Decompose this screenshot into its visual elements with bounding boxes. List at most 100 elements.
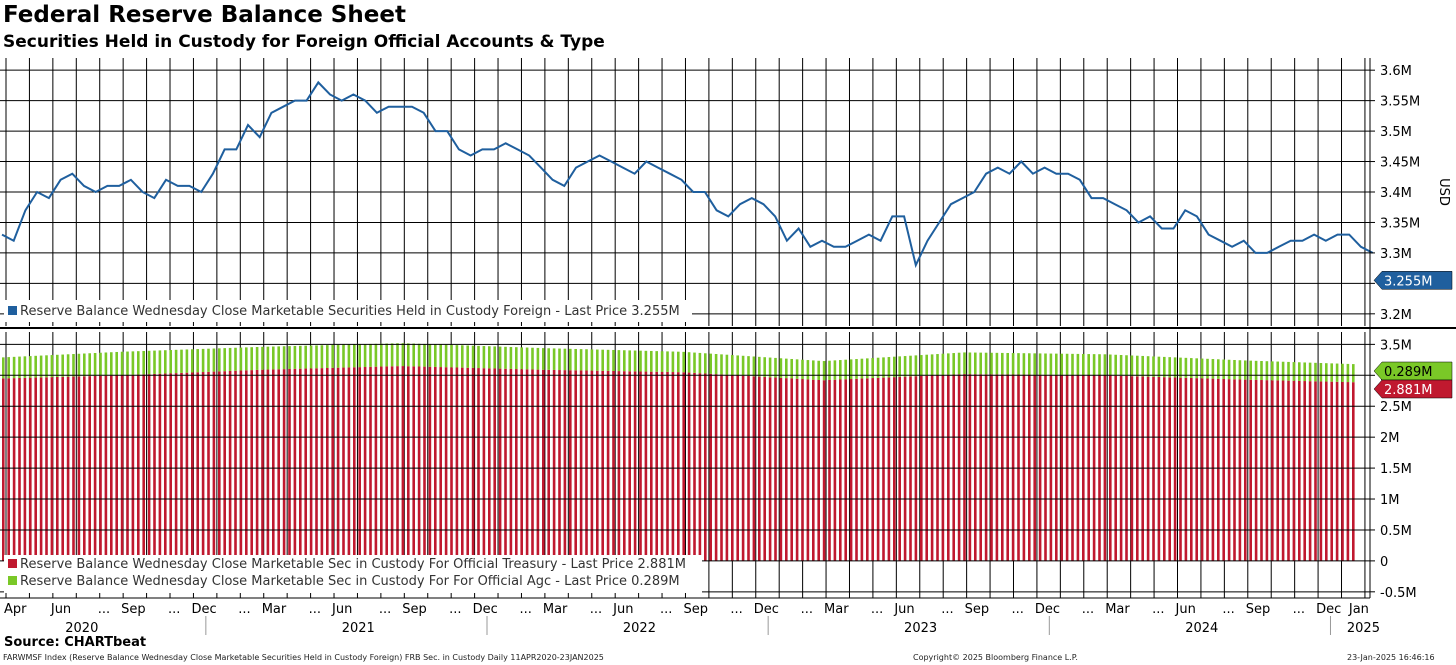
bar-treasury bbox=[1298, 380, 1301, 561]
bar-agency bbox=[1211, 359, 1215, 379]
bar-agency bbox=[1335, 363, 1339, 382]
x-tick-label-month: ... bbox=[449, 602, 461, 617]
bar-treasury bbox=[56, 376, 59, 561]
bar-treasury bbox=[509, 368, 513, 561]
bar-agency bbox=[353, 344, 356, 368]
bar-treasury bbox=[282, 369, 286, 561]
bar-agency bbox=[1314, 362, 1317, 382]
x-tick-label-month: ... bbox=[871, 602, 883, 617]
bar-treasury bbox=[768, 377, 772, 561]
bar-agency bbox=[1190, 358, 1193, 378]
last-price-tag-foreign-shape bbox=[1373, 271, 1453, 290]
bar-treasury bbox=[347, 367, 351, 561]
bar-agency bbox=[763, 357, 766, 377]
bar-agency bbox=[806, 360, 810, 380]
footer-description: FARWMSF Index (Reserve Balance Wednesday… bbox=[3, 653, 604, 662]
bar-agency bbox=[833, 360, 837, 380]
bar-agency bbox=[191, 349, 194, 373]
bar-treasury bbox=[1238, 379, 1242, 561]
bar-treasury bbox=[1152, 376, 1155, 561]
bar-treasury bbox=[299, 368, 302, 561]
last-price-tag-agency-shape bbox=[1373, 361, 1453, 381]
x-tick-label-month: Jun bbox=[612, 602, 633, 617]
bar-agency bbox=[39, 355, 43, 378]
bar-agency bbox=[1146, 356, 1150, 377]
x-tick-label-month: Dec bbox=[191, 602, 216, 617]
bar-agency bbox=[315, 345, 318, 369]
bar-agency bbox=[417, 343, 421, 367]
bar-agency bbox=[606, 349, 610, 371]
bar-treasury bbox=[164, 373, 167, 561]
bar-agency bbox=[396, 343, 399, 367]
bar-treasury bbox=[407, 366, 410, 561]
bar-treasury bbox=[1244, 379, 1247, 561]
bar-agency bbox=[693, 352, 696, 373]
legend-label-treasury: Reserve Balance Wednesday Close Marketab… bbox=[20, 557, 686, 572]
bar-treasury bbox=[628, 371, 631, 561]
bar-agency bbox=[612, 349, 615, 371]
bar-treasury bbox=[304, 368, 307, 561]
bar-treasury bbox=[315, 368, 318, 561]
bar-agency bbox=[849, 359, 853, 380]
bar-treasury bbox=[434, 366, 437, 561]
bar-agency bbox=[930, 354, 934, 376]
legend-label-agency: Reserve Balance Wednesday Close Marketab… bbox=[20, 574, 680, 589]
bar-agency bbox=[1060, 353, 1063, 375]
bar-agency bbox=[153, 350, 156, 374]
bar-agency bbox=[326, 345, 329, 368]
bar-treasury bbox=[552, 369, 556, 561]
bar-agency bbox=[682, 351, 685, 373]
bar-agency bbox=[515, 347, 518, 370]
bar-treasury bbox=[677, 372, 680, 561]
bar-treasury bbox=[272, 369, 275, 561]
bar-treasury bbox=[477, 368, 480, 561]
x-tick-label-month: ... bbox=[1152, 602, 1164, 617]
bar-agency bbox=[1119, 354, 1123, 376]
bar-agency bbox=[131, 351, 135, 375]
bar-treasury bbox=[1330, 381, 1333, 561]
bar-agency bbox=[666, 351, 669, 372]
bar-agency bbox=[1065, 353, 1069, 375]
bar-agency bbox=[158, 350, 162, 374]
last-price-tag-foreign-text: 3.255M bbox=[1384, 274, 1432, 289]
bar-treasury bbox=[693, 372, 696, 561]
bar-treasury bbox=[1314, 381, 1317, 561]
bar-agency bbox=[547, 348, 550, 370]
bar-treasury bbox=[623, 371, 626, 561]
bar-treasury bbox=[1190, 377, 1193, 561]
bar-treasury bbox=[558, 370, 561, 561]
y-tick-label: 0 bbox=[1380, 555, 1388, 570]
bar-treasury bbox=[828, 379, 831, 561]
bar-treasury bbox=[201, 372, 205, 561]
chart-subtitle: Securities Held in Custody for Foreign O… bbox=[3, 32, 605, 52]
bar-treasury bbox=[909, 376, 912, 561]
bar-agency bbox=[126, 351, 129, 376]
bar-treasury bbox=[801, 379, 804, 561]
bar-agency bbox=[596, 349, 599, 371]
bar-treasury bbox=[1287, 380, 1290, 561]
bar-treasury bbox=[331, 367, 334, 561]
bar-treasury bbox=[72, 376, 75, 561]
bar-treasury bbox=[606, 370, 610, 561]
bar-treasury bbox=[569, 370, 572, 561]
bar-treasury bbox=[590, 370, 594, 561]
bar-treasury bbox=[812, 379, 815, 561]
x-tick-label-month: ... bbox=[168, 602, 180, 617]
bar-agency bbox=[363, 344, 367, 367]
x-tick-label-month: Dec bbox=[473, 602, 498, 617]
bar-treasury bbox=[153, 373, 156, 561]
bar-treasury bbox=[2, 378, 5, 561]
bar-agency bbox=[1325, 363, 1328, 382]
bar-agency bbox=[93, 353, 97, 376]
bar-treasury bbox=[245, 370, 248, 561]
bar-agency bbox=[639, 350, 642, 372]
bar-treasury bbox=[255, 369, 259, 561]
bar-treasury bbox=[1319, 381, 1323, 561]
bar-agency bbox=[925, 354, 928, 376]
bar-treasury bbox=[461, 367, 464, 561]
bar-treasury bbox=[709, 373, 712, 561]
bar-agency bbox=[223, 348, 226, 372]
bar-agency bbox=[380, 343, 383, 367]
bar-treasury bbox=[23, 377, 27, 561]
bar-treasury bbox=[29, 377, 32, 561]
